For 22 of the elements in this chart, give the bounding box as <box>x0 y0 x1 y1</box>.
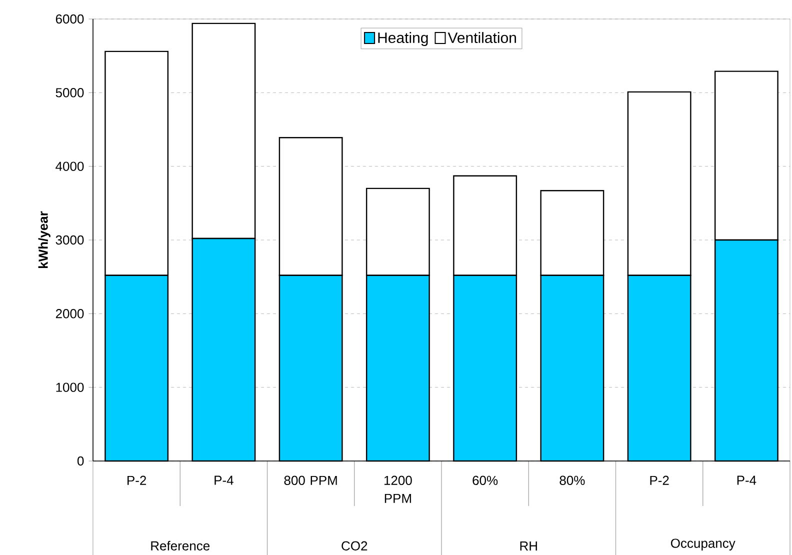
x-tick-label: 1200 PPM <box>384 476 412 503</box>
y-tick-label: 1000 <box>56 382 84 392</box>
x-tick-label: P-2 <box>128 476 146 485</box>
text: Reference <box>151 540 210 550</box>
legend-label: Heating <box>378 32 428 46</box>
x-tick-label: 800 PPM <box>284 476 337 486</box>
text: CO2 <box>342 541 368 550</box>
x-tick-label: 80% <box>560 476 585 486</box>
y-tick-label: 2000 <box>56 309 84 318</box>
y-axis-title: kWh/year <box>38 211 50 268</box>
y-tick-label: 3000 <box>56 235 84 245</box>
text: Occupancy <box>670 538 736 550</box>
y-tick-label: 4000 <box>56 162 84 171</box>
y-tick-label: 5000 <box>56 88 84 98</box>
y-tick-label: 0 <box>77 456 84 466</box>
legend-label: Ventilation <box>448 32 516 44</box>
x-tick-label: P-2 <box>650 476 669 485</box>
x-tick-label: P-4 <box>737 476 756 485</box>
y-tick-label: 6000 <box>56 14 84 24</box>
x-tick-label: 60% <box>472 476 498 486</box>
x-tick-label: P-4 <box>214 476 234 485</box>
text: RH <box>520 542 537 550</box>
